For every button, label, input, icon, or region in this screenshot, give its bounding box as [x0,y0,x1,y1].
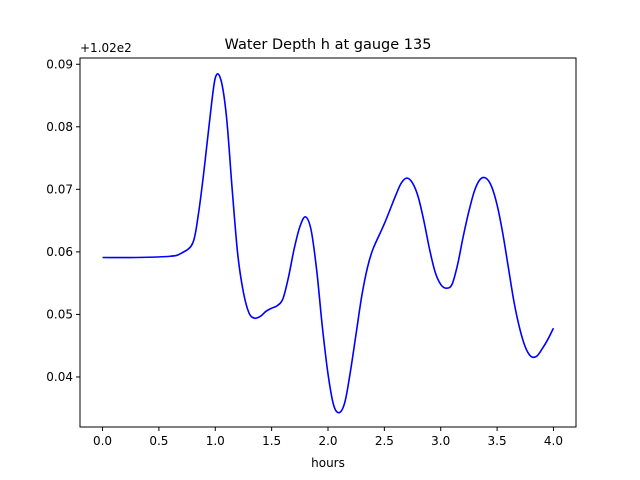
x-tick-label: 0.0 [93,434,112,448]
x-axis-label: hours [311,456,345,470]
y-tick-label: 0.09 [46,57,73,71]
chart-title: Water Depth h at gauge 135 [225,37,432,53]
x-tick-label: 4.0 [544,434,563,448]
x-tick-label: 2.5 [375,434,394,448]
plot-area [102,73,555,414]
y-tick-label: 0.05 [46,307,73,321]
x-tick-label: 1.5 [262,434,281,448]
y-axis: 0.04 0.05 0.06 0.07 0.08 0.09 [46,57,80,384]
x-tick-label: 1.0 [206,434,225,448]
x-tick-label: 3.0 [431,434,450,448]
y-tick-label: 0.06 [46,245,73,259]
y-offset-label: +1.02e2 [80,41,132,55]
x-tick-label: 0.5 [149,434,168,448]
series-line-0 [102,73,555,414]
x-tick-label: 2.0 [318,434,337,448]
y-tick-label: 0.08 [46,120,73,134]
y-tick-label: 0.04 [46,370,73,384]
x-axis: 0.0 0.5 1.0 1.5 2.0 2.5 3.0 3.5 4.0 [93,427,563,448]
x-tick-label: 3.5 [488,434,507,448]
y-tick-label: 0.07 [46,182,73,196]
